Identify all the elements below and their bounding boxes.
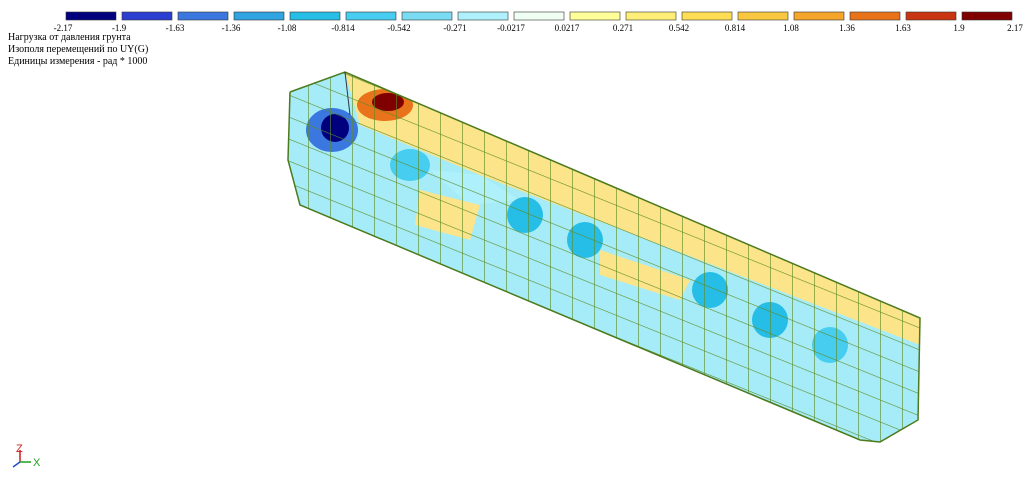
legend-label: -0.271 [443,23,466,33]
legend-swatch [402,12,452,20]
legend-swatch [458,12,508,20]
viewport: -2.17-1.9-1.63-1.36-1.08-0.814-0.542-0.2… [0,0,1033,484]
info-line: Единицы измерения - рад * 1000 [8,56,147,67]
z-label: Z [16,443,23,455]
legend-swatch [346,12,396,20]
legend-label: 1.08 [783,23,799,33]
axis-triad: Z X [13,443,41,469]
legend-label: -1.63 [166,23,185,33]
legend-label: 1.63 [895,23,911,33]
legend-swatch [962,12,1012,20]
y-arrow [13,462,20,467]
legend-label: 0.814 [725,23,746,33]
color-legend: -2.17-1.9-1.63-1.36-1.08-0.814-0.542-0.2… [54,12,1024,33]
legend-label: -0.542 [387,23,410,33]
legend-swatch [570,12,620,20]
legend-label: 0.542 [669,23,689,33]
info-line: Изополя перемещений по UY(G) [8,44,148,55]
legend-swatch [122,12,172,20]
legend-swatch [738,12,788,20]
legend-swatch [514,12,564,20]
legend-swatch [66,12,116,20]
legend-label: -1.08 [278,23,297,33]
model [280,60,930,460]
legend-label: -1.36 [222,23,241,33]
x-label: X [33,457,41,469]
legend-label: 0.0217 [555,23,580,33]
info-line: Нагрузка от давления грунта [8,32,131,43]
legend-swatch [906,12,956,20]
legend-swatch [626,12,676,20]
legend-label: 1.36 [839,23,855,33]
mesh [280,60,930,460]
legend-label: 1.9 [953,23,965,33]
legend-swatch [178,12,228,20]
legend-swatch [234,12,284,20]
legend-swatch [850,12,900,20]
legend-label: 2.17 [1007,23,1023,33]
legend-swatch [290,12,340,20]
legend-label: 0.271 [613,23,633,33]
legend-label: -0.0217 [497,23,525,33]
legend-swatch [682,12,732,20]
legend-label: -0.814 [331,23,355,33]
legend-swatch [794,12,844,20]
